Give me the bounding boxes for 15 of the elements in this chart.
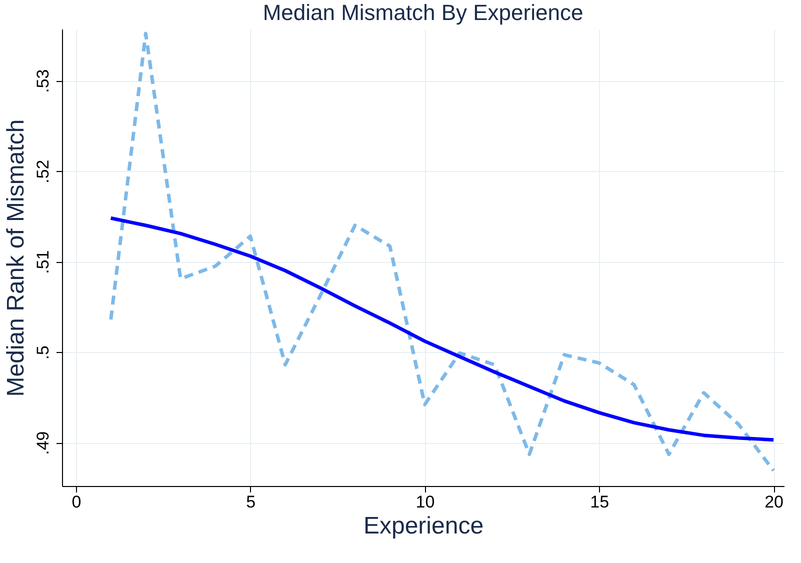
y-tick-label: .53 [34,69,52,93]
y-tick-label: .49 [34,431,52,455]
y-tick-label: .51 [34,250,52,274]
chart-title: Median Mismatch By Experience [262,0,584,25]
y-axis-title: Median Rank of Mismatch [2,119,30,397]
x-tick-label: 10 [416,492,435,512]
x-axis-title: Experience [363,512,484,540]
line-series [109,32,776,472]
line-series [109,216,776,442]
x-tick-label: 5 [246,492,256,512]
y-tick-label: .5 [34,345,52,360]
x-tick-label: 15 [590,492,610,512]
y-tick-label: .52 [34,160,52,184]
x-tick-label: 0 [72,492,82,512]
x-tick-label: 20 [764,492,784,512]
